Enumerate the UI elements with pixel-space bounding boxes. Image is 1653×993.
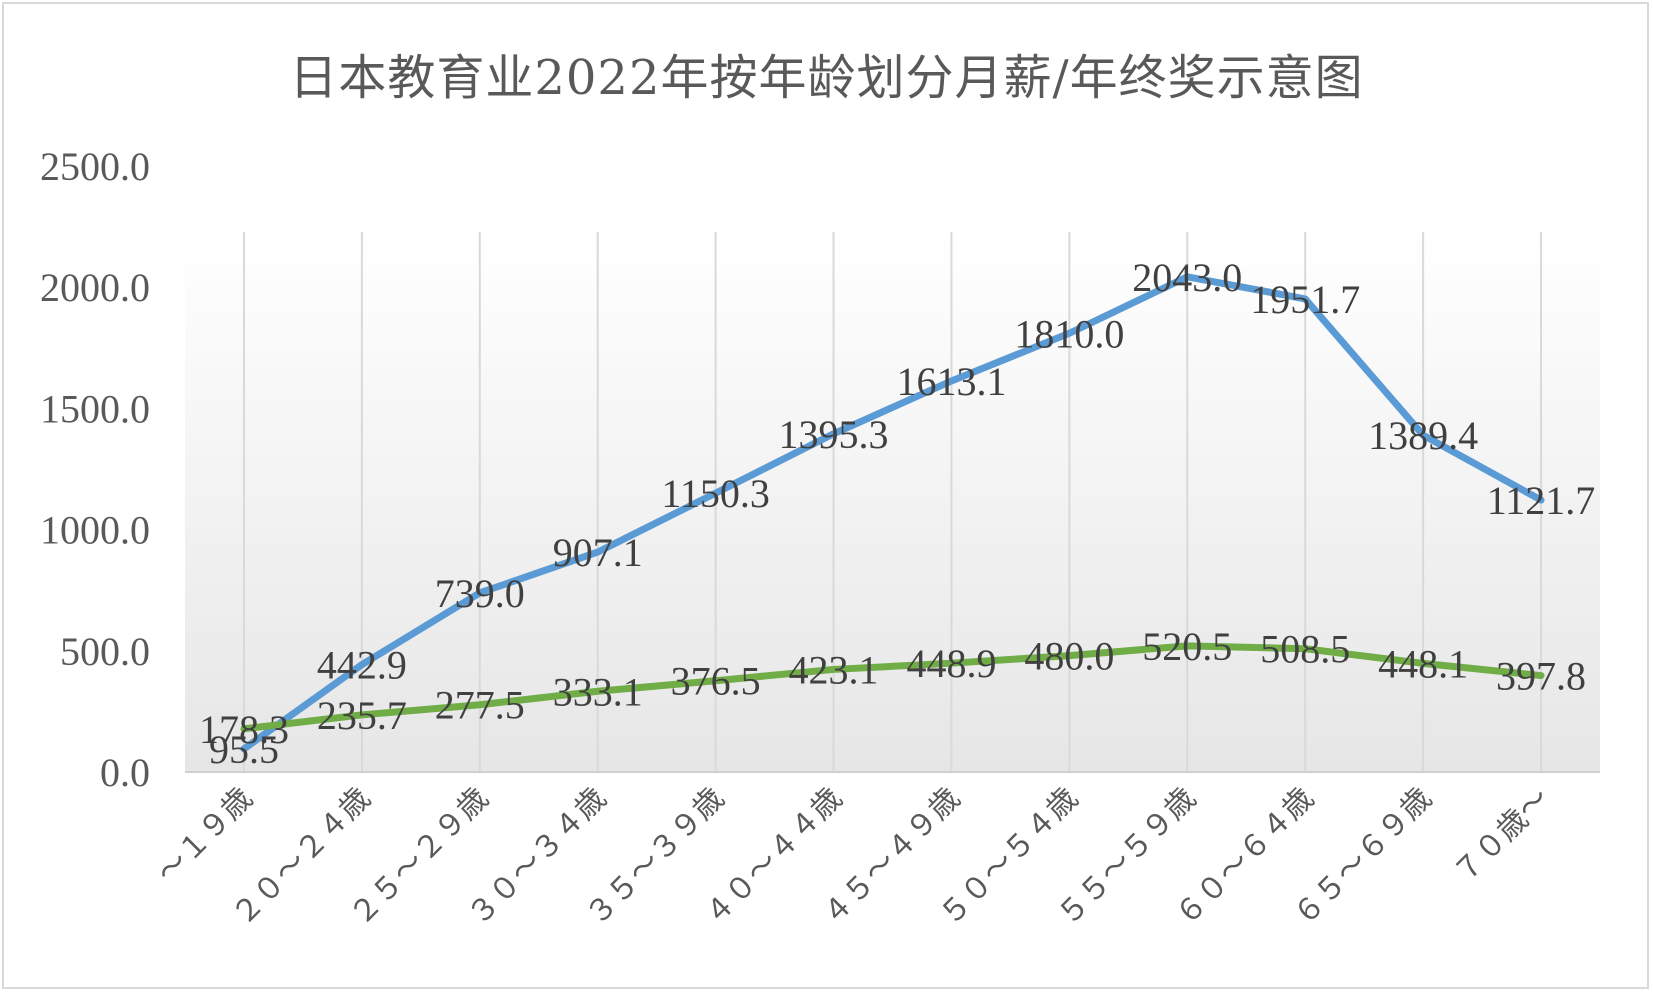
x-tick-label: ～１９歳 bbox=[150, 781, 260, 891]
data-label: 739.0 bbox=[435, 571, 525, 616]
data-label: 1810.0 bbox=[1014, 311, 1124, 356]
data-label: 235.7 bbox=[317, 693, 407, 738]
y-tick-label: 2000.0 bbox=[40, 265, 150, 310]
data-label: 480.0 bbox=[1024, 634, 1114, 679]
data-label: 1150.3 bbox=[661, 471, 770, 516]
data-label: 277.5 bbox=[435, 683, 525, 728]
y-tick-label: 0.0 bbox=[100, 750, 150, 795]
data-label: 1951.7 bbox=[1250, 277, 1360, 322]
chart-title: 日本教育业2022年按年龄划分月薪/年终奖示意图 bbox=[289, 50, 1364, 106]
data-label: 376.5 bbox=[671, 659, 761, 704]
y-tick-label: 2500.0 bbox=[40, 144, 150, 189]
data-label: 1613.1 bbox=[896, 359, 1006, 404]
data-label: 1389.4 bbox=[1368, 413, 1478, 458]
data-label: 448.9 bbox=[906, 641, 996, 686]
data-label: 423.1 bbox=[789, 647, 879, 692]
data-label: 95.5 bbox=[209, 727, 279, 772]
x-tick-label: ７０歳～ bbox=[1447, 781, 1557, 891]
data-label: 1395.3 bbox=[779, 412, 889, 457]
plot-area bbox=[185, 232, 1600, 772]
series-line-2 bbox=[240, 642, 1545, 733]
data-label: 1121.7 bbox=[1487, 478, 1596, 523]
data-label: 442.9 bbox=[317, 643, 407, 688]
data-label: 333.1 bbox=[553, 669, 643, 714]
data-label: 907.1 bbox=[553, 530, 643, 575]
data-label: 178.3 bbox=[199, 707, 289, 752]
data-label: 2043.0 bbox=[1132, 255, 1242, 300]
data-label: 397.8 bbox=[1496, 654, 1586, 699]
data-label: 448.1 bbox=[1378, 641, 1468, 686]
y-tick-label: 1500.0 bbox=[40, 386, 150, 431]
data-label: 508.5 bbox=[1260, 627, 1350, 672]
y-tick-label: 500.0 bbox=[60, 629, 150, 674]
series-line-1 bbox=[240, 273, 1545, 753]
data-label: 520.5 bbox=[1142, 624, 1232, 669]
y-tick-label: 1000.0 bbox=[40, 508, 150, 553]
